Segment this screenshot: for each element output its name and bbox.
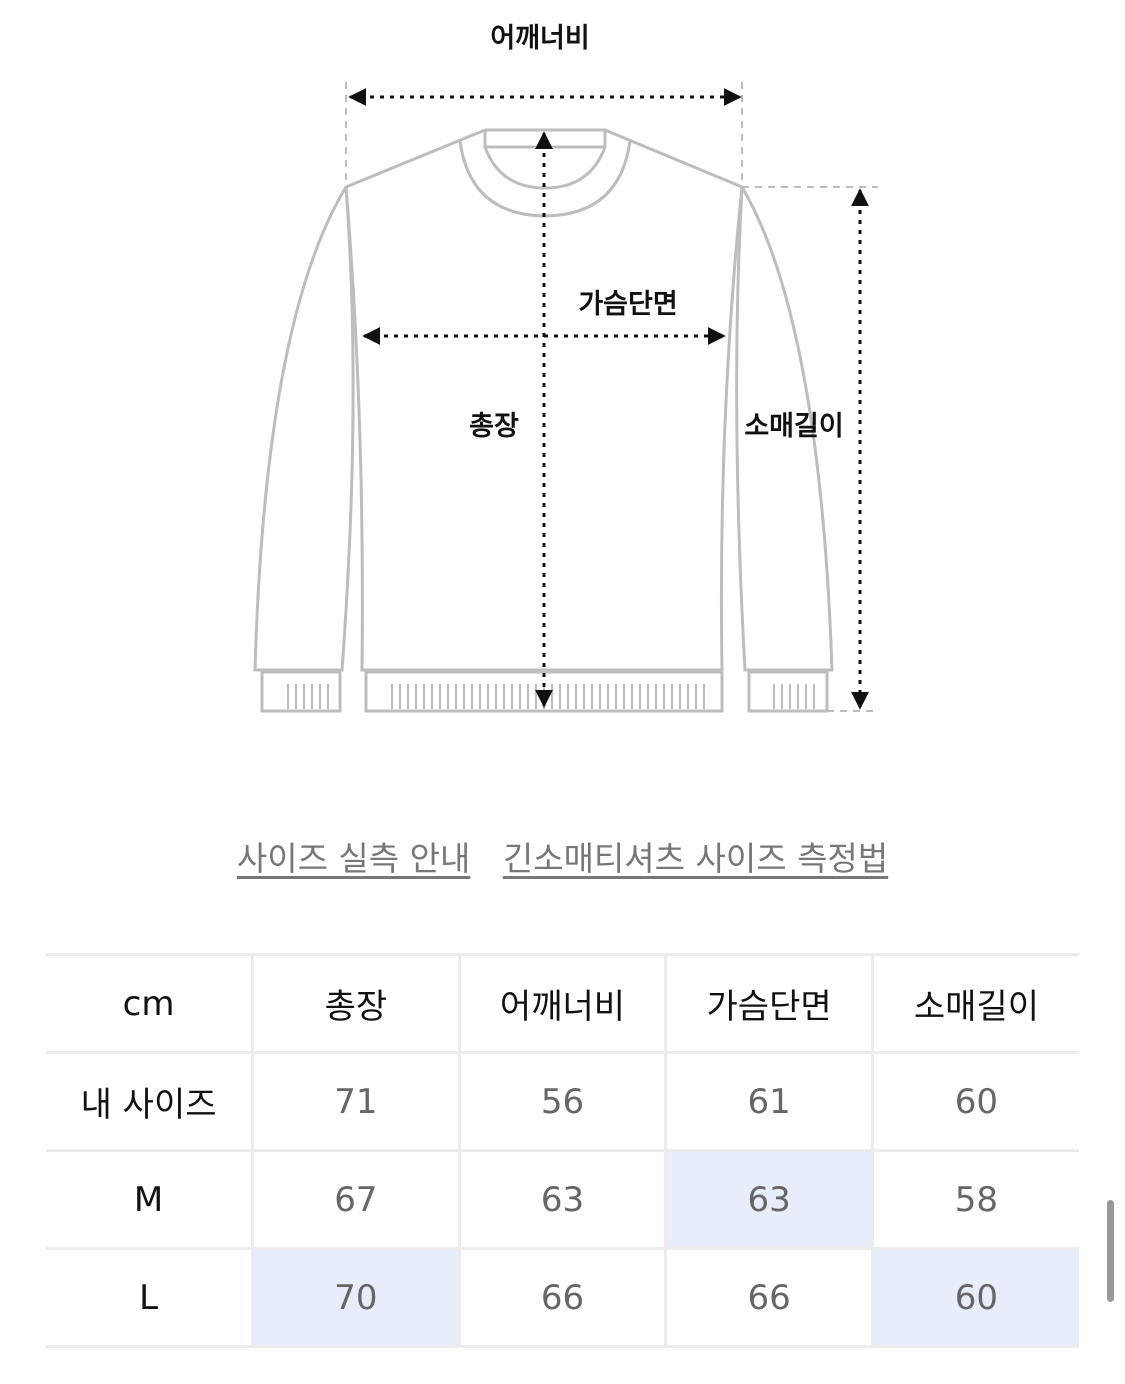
scrollbar[interactable] (1107, 1200, 1114, 1302)
guide-lines (345, 82, 878, 712)
table-cell: 56 (457, 1051, 668, 1152)
table-cell: 61 (664, 1051, 874, 1152)
length-label: 총장 (469, 411, 519, 442)
table-cell: 58 (870, 1149, 1079, 1250)
table-cell: 71 (251, 1051, 461, 1152)
table-cell: 70 (251, 1247, 461, 1348)
table-cell: 60 (870, 1051, 1079, 1152)
row-label: 내 사이즈 (46, 1051, 255, 1152)
table-row: M 67 63 63 58 (46, 1149, 1079, 1250)
column-header: 소매길이 (870, 953, 1079, 1054)
table-header-row: cm 총장 어깨너비 가슴단면 소매길이 (46, 953, 1079, 1054)
size-measurement-guide-link[interactable]: 사이즈 실측 안내 (236, 839, 471, 878)
measurement-arrows (348, 88, 869, 710)
table-cell: 63 (664, 1149, 874, 1250)
unit-header: cm (46, 953, 255, 1054)
size-guide-links: 사이즈 실측 안내 긴소매티셔츠 사이즈 측정법 (0, 832, 1125, 880)
size-table: cm 총장 어깨너비 가슴단면 소매길이 내 사이즈 71 56 61 60 M… (46, 953, 1079, 1348)
column-header: 총장 (251, 953, 461, 1054)
table-cell: 63 (457, 1149, 668, 1250)
column-header: 가슴단면 (664, 953, 874, 1054)
cuff-ribbing (287, 684, 815, 709)
table-row: L 70 66 66 60 (46, 1247, 1079, 1348)
table-cell: 66 (664, 1247, 874, 1348)
sweater-measurement-diagram: 어깨너비 가슴단면 총장 소매길이 (253, 23, 878, 713)
row-label: M (46, 1149, 255, 1250)
table-cell: 66 (457, 1247, 668, 1348)
table-cell: 60 (870, 1247, 1079, 1348)
table-cell: 67 (251, 1149, 461, 1250)
sleeve-label: 소매길이 (744, 411, 843, 442)
table-row: 내 사이즈 71 56 61 60 (46, 1051, 1079, 1152)
chest-label: 가슴단면 (578, 289, 677, 320)
row-label: L (46, 1247, 255, 1348)
longsleeve-measure-method-link[interactable]: 긴소매티셔츠 사이즈 측정법 (502, 839, 889, 878)
column-header: 어깨너비 (457, 953, 668, 1054)
shoulder-label: 어깨너비 (490, 23, 589, 54)
